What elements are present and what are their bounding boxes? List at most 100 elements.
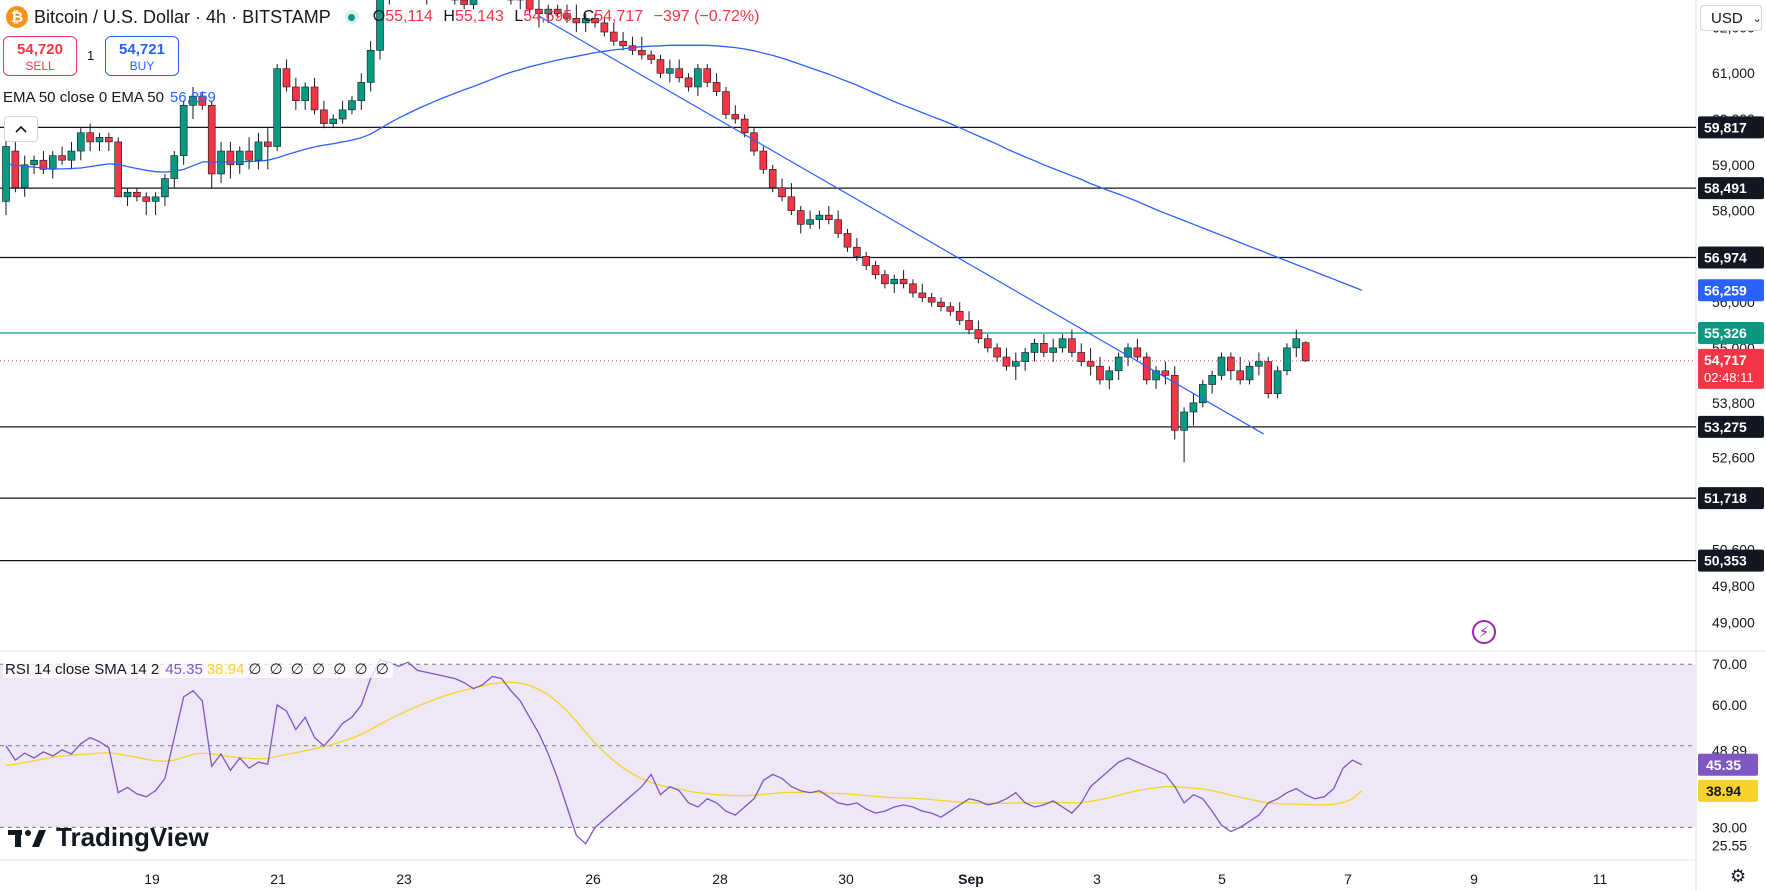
candle-body	[581, 18, 590, 24]
rsi-sma-line	[5, 681, 1363, 806]
candle-body	[637, 50, 646, 56]
candle-body	[1021, 352, 1029, 362]
time-axis-tick: 21	[270, 871, 286, 887]
time-axis-tick: 9	[1470, 871, 1478, 887]
candle-body	[348, 100, 356, 111]
price-axis-tick: 53,800	[1712, 395, 1755, 411]
candle-body	[1273, 370, 1282, 394]
collapse-legend-button[interactable]	[4, 116, 38, 142]
candle-body	[2, 146, 10, 202]
symbol-header: ₿ Bitcoin / U.S. Dollar · 4h · BITSTAMP …	[0, 6, 759, 28]
candle-body	[1058, 338, 1067, 349]
candle-body	[310, 86, 319, 111]
candle-body	[1152, 370, 1160, 381]
rsi-axis-tick: 70.00	[1712, 656, 1747, 672]
rsi-value-label: 45.35	[1706, 757, 1741, 773]
time-axis-tick: 28	[712, 871, 728, 887]
level-price-label-bg	[1698, 116, 1764, 139]
candle-body	[189, 95, 197, 106]
candle-body	[1208, 375, 1216, 385]
candle-body	[329, 118, 338, 124]
candle-body	[11, 150, 20, 188]
ema-legend[interactable]: EMA 50 close 0 EMA 50 56,259	[3, 89, 216, 106]
candle-body	[553, 8, 562, 15]
buy-button[interactable]: 54,721 BUY	[105, 36, 179, 76]
candle-body	[1180, 411, 1188, 431]
low-value: 54,695	[523, 8, 573, 25]
candle-body	[1236, 370, 1244, 381]
candle-body	[1255, 361, 1263, 367]
candle-body	[946, 306, 955, 312]
candle-body	[1105, 370, 1114, 381]
level-price-label: 50,353	[1704, 553, 1747, 569]
candle-body	[67, 150, 76, 161]
close-value: 54,717	[594, 8, 644, 25]
ema-legend-value: 56,259	[169, 89, 216, 106]
tradingview-logo[interactable]: TradingView	[8, 822, 209, 853]
candle-body	[740, 118, 749, 134]
ohlc-readout: O55,114 H55,143 L54,695 C54,717 −397 (−0…	[372, 8, 760, 25]
candle-body	[722, 91, 730, 115]
candle-body	[338, 109, 347, 120]
candle-body	[525, 0, 534, 10]
currency-value: USD	[1711, 9, 1743, 27]
candle-body	[871, 265, 880, 275]
candle-body	[1030, 343, 1039, 353]
bar-countdown-label: 02:48:11	[1704, 370, 1754, 385]
candle-body	[198, 95, 207, 106]
candle-body	[694, 68, 702, 88]
candle-body	[282, 68, 291, 88]
candle-body	[843, 233, 852, 248]
candle-body	[918, 292, 927, 298]
time-axis-tick: 3	[1093, 871, 1101, 887]
gear-icon[interactable]: ⚙	[1730, 866, 1747, 886]
rsi-legend[interactable]: RSI 14 close SMA 14 2 45.35 38.94 ∅ ∅ ∅ ∅ ∅…	[3, 660, 393, 678]
candle-body	[1114, 356, 1123, 372]
candle-body	[161, 178, 169, 198]
price-axis-tick: 59,000	[1712, 157, 1755, 173]
market-status-icon[interactable]	[344, 10, 359, 24]
rsi-value-label-bg	[1698, 753, 1758, 776]
candle-body	[263, 141, 272, 147]
candle-body	[366, 50, 375, 83]
spread-value: 1	[87, 48, 95, 63]
candle-body	[647, 54, 655, 60]
candle-body	[469, 0, 478, 5]
candle-body	[731, 114, 740, 120]
currency-select[interactable]: USD ⌄	[1700, 5, 1762, 31]
sell-price: 54,720	[17, 41, 63, 58]
bitcoin-logo-icon: ₿	[6, 6, 28, 28]
level-price-label: 56,974	[1704, 250, 1747, 266]
candle-body	[768, 169, 777, 188]
trend-line	[538, 15, 1264, 435]
price-axis-tick: 52,600	[1712, 450, 1755, 466]
rsi-sma-value-label-bg	[1698, 779, 1758, 802]
candle-body	[1096, 365, 1104, 381]
buy-price: 54,721	[119, 41, 165, 58]
candle-body	[1245, 365, 1254, 381]
sell-button[interactable]: 54,720 SELL	[3, 36, 77, 76]
symbol-title[interactable]: Bitcoin / U.S. Dollar · 4h · BITSTAMP	[34, 6, 331, 27]
chevron-down-icon: ⌄	[1752, 12, 1762, 25]
candle-body	[1283, 347, 1291, 372]
candle-body	[619, 40, 627, 47]
candle-body	[890, 278, 899, 285]
candle-body	[1049, 347, 1057, 353]
candle-body	[273, 68, 281, 147]
buy-label: BUY	[129, 59, 155, 73]
candle-body	[881, 274, 889, 285]
level-price-label: 55,326	[1704, 325, 1747, 341]
time-axis-tick: 19	[144, 871, 160, 887]
level-price-label-bg	[1698, 177, 1764, 200]
level-price-label-bg	[1698, 549, 1764, 572]
rsi-line	[5, 659, 1363, 845]
rsi-axis-tick: 25.55	[1712, 838, 1747, 854]
lightning-icon[interactable]: ⚡	[1472, 620, 1496, 644]
candle-body	[1170, 375, 1179, 431]
candle-body	[226, 150, 235, 166]
brand-name: TradingView	[56, 822, 209, 852]
candle-body	[535, 8, 543, 15]
candle-body	[675, 68, 684, 79]
candle-body	[666, 68, 674, 74]
